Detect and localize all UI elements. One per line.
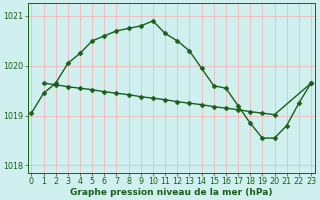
X-axis label: Graphe pression niveau de la mer (hPa): Graphe pression niveau de la mer (hPa)	[70, 188, 272, 197]
